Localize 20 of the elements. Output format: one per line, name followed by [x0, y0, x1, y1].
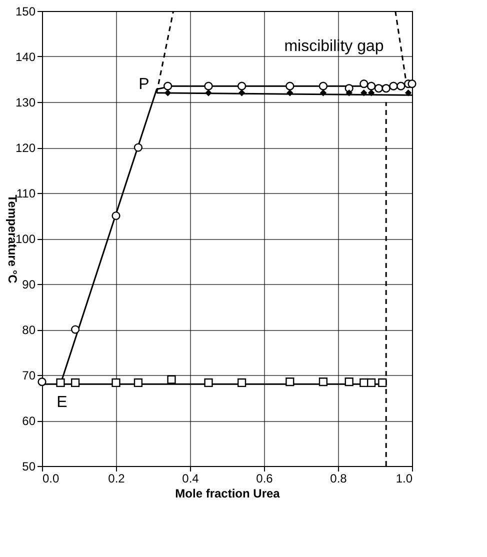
x-tick-label: 0.2 [108, 472, 126, 486]
y-tick-label: 130 [15, 96, 36, 110]
y-tick-label: 70 [22, 368, 36, 382]
x-tick-label: 0.0 [42, 472, 60, 486]
x-tick-label: 0.4 [182, 472, 200, 486]
annotation: P [138, 76, 150, 93]
y-tick-label: 60 [22, 414, 36, 428]
y-tick-label: 150 [15, 4, 36, 18]
y-tick-label: 100 [15, 232, 36, 246]
x-axis-title: Mole fraction Urea [175, 486, 280, 500]
y-tick-label: 50 [22, 460, 36, 474]
annotation: E [56, 394, 68, 411]
x-tick-label: 1.0 [396, 472, 413, 486]
y-tick-label: 90 [22, 278, 36, 292]
y-tick-label: 110 [16, 186, 36, 200]
x-tick-label: 0.8 [330, 472, 348, 486]
y-tick-label: 80 [22, 323, 36, 337]
x-tick-label: 0.6 [256, 472, 274, 486]
y-tick-label: 140 [15, 50, 36, 64]
y-tick-label: 120 [15, 141, 36, 155]
